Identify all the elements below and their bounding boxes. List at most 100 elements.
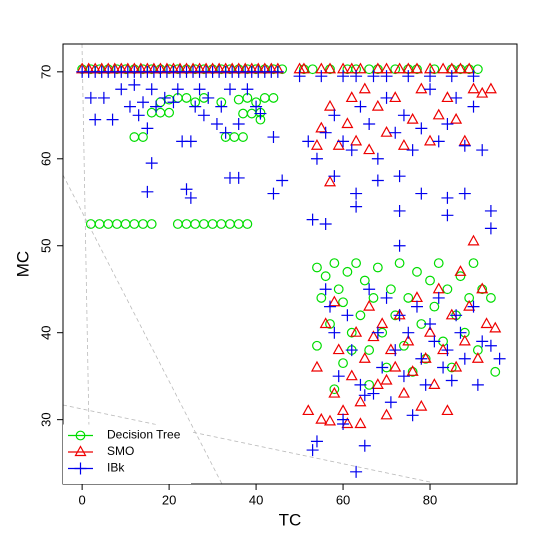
marker (323, 414, 337, 426)
marker (364, 345, 375, 355)
marker (368, 293, 379, 303)
legend: Decision Tree SMO IBk (63, 424, 191, 484)
marker (437, 361, 450, 374)
marker (450, 91, 463, 104)
marker (267, 131, 280, 144)
marker (363, 283, 376, 296)
marker (476, 282, 489, 294)
marker (425, 275, 435, 286)
marker (471, 352, 484, 363)
marker (484, 204, 497, 217)
marker (350, 134, 363, 146)
marker (359, 275, 370, 286)
marker (328, 386, 341, 398)
y-tick-label: 50 (38, 239, 53, 253)
plot-frame (62, 43, 518, 485)
marker (389, 126, 402, 139)
marker (358, 389, 371, 402)
marker (454, 265, 467, 276)
marker (103, 219, 114, 229)
marker (424, 70, 437, 83)
marker (306, 444, 319, 457)
marker (164, 107, 175, 118)
marker (241, 83, 254, 96)
marker (342, 266, 353, 277)
marker (319, 126, 332, 139)
marker (394, 258, 405, 269)
marker (472, 64, 483, 75)
marker (328, 170, 341, 183)
marker (268, 93, 279, 103)
marker (332, 370, 345, 383)
marker (345, 91, 358, 103)
marker (415, 82, 428, 94)
marker (302, 404, 315, 416)
marker (351, 258, 361, 269)
y-tick-label: 40 (38, 325, 53, 339)
marker (441, 91, 454, 103)
marker (389, 360, 402, 372)
marker (215, 100, 228, 113)
marker (354, 395, 367, 407)
marker (445, 70, 458, 83)
marker (320, 271, 331, 282)
marker (123, 100, 136, 113)
marker (380, 91, 393, 104)
marker (380, 373, 393, 385)
y-axis-title: MC (13, 251, 32, 277)
marker (350, 200, 363, 213)
marker (467, 234, 480, 246)
marker (232, 118, 245, 130)
marker (397, 386, 410, 398)
marker (384, 343, 397, 355)
marker (345, 344, 358, 357)
marker (467, 300, 480, 313)
marker (406, 365, 419, 376)
marker (155, 97, 166, 108)
marker (310, 139, 323, 150)
marker (385, 284, 396, 295)
marker (441, 404, 454, 416)
marker (493, 352, 506, 365)
marker (389, 91, 402, 103)
marker (429, 301, 440, 312)
marker (242, 219, 253, 229)
marker (184, 135, 197, 148)
marker (216, 219, 227, 229)
marker (146, 107, 157, 118)
marker (89, 113, 102, 126)
marker (129, 219, 140, 229)
marker (128, 78, 141, 91)
marker (441, 118, 454, 130)
y-tick-label: 60 (38, 152, 53, 166)
marker (393, 62, 406, 74)
y-tick-label: 30 (38, 412, 53, 426)
marker (94, 219, 105, 229)
marker (74, 462, 87, 475)
marker (450, 112, 463, 124)
marker (432, 291, 445, 304)
marker (184, 191, 197, 204)
marker (441, 209, 454, 222)
marker (450, 360, 463, 372)
marker (354, 417, 367, 429)
marker (441, 344, 454, 357)
marker (338, 358, 348, 369)
marker (429, 64, 440, 75)
marker (415, 399, 428, 411)
marker (415, 187, 428, 200)
marker (345, 62, 358, 74)
marker (432, 282, 445, 294)
marker (410, 300, 423, 313)
marker (329, 258, 340, 269)
marker (450, 309, 463, 322)
marker (137, 96, 150, 109)
marker (337, 404, 350, 416)
marker (324, 300, 337, 313)
marker (341, 417, 354, 429)
y-tick-label: 70 (38, 65, 53, 79)
marker (233, 219, 244, 229)
marker (476, 144, 489, 157)
marker (484, 222, 497, 235)
marker (402, 70, 415, 83)
